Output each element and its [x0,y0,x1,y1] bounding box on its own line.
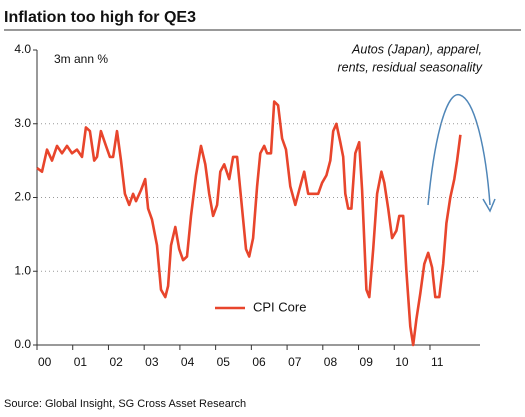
source: Source: Global Insight, SG Cross Asset R… [4,398,246,410]
y-tick-label: 1.0 [14,263,31,277]
y-tick-label: 0.0 [14,337,31,351]
annotation: rents, residual seasonality [337,60,482,74]
x-tick-label: 05 [217,355,231,369]
x-tick-label: 06 [252,355,266,369]
y-tick-label: 2.0 [14,190,31,204]
x-tick-label: 04 [181,355,195,369]
arrow-head [482,198,496,213]
x-tick-label: 07 [288,355,302,369]
x-tick-label: 02 [109,355,123,369]
x-tick-label: 01 [74,355,88,369]
y-axis-unit: 3m ann % [54,52,108,66]
arrow-arc [427,93,491,206]
y-tick-label: 3.0 [14,116,31,130]
legend-label: CPI Core [253,299,306,314]
y-tick-label: 4.0 [14,42,31,56]
x-tick-label: 03 [145,355,159,369]
x-tick-label: 11 [431,355,444,369]
chart-title: Inflation too high for QE3 [4,9,196,26]
x-tick-label: 08 [324,355,338,369]
x-tick-label: 10 [395,355,409,369]
x-tick-label: 00 [38,355,52,369]
x-tick-label: 09 [360,355,374,369]
annotation: Autos (Japan), apparel, [351,42,482,56]
data-line [36,100,462,347]
